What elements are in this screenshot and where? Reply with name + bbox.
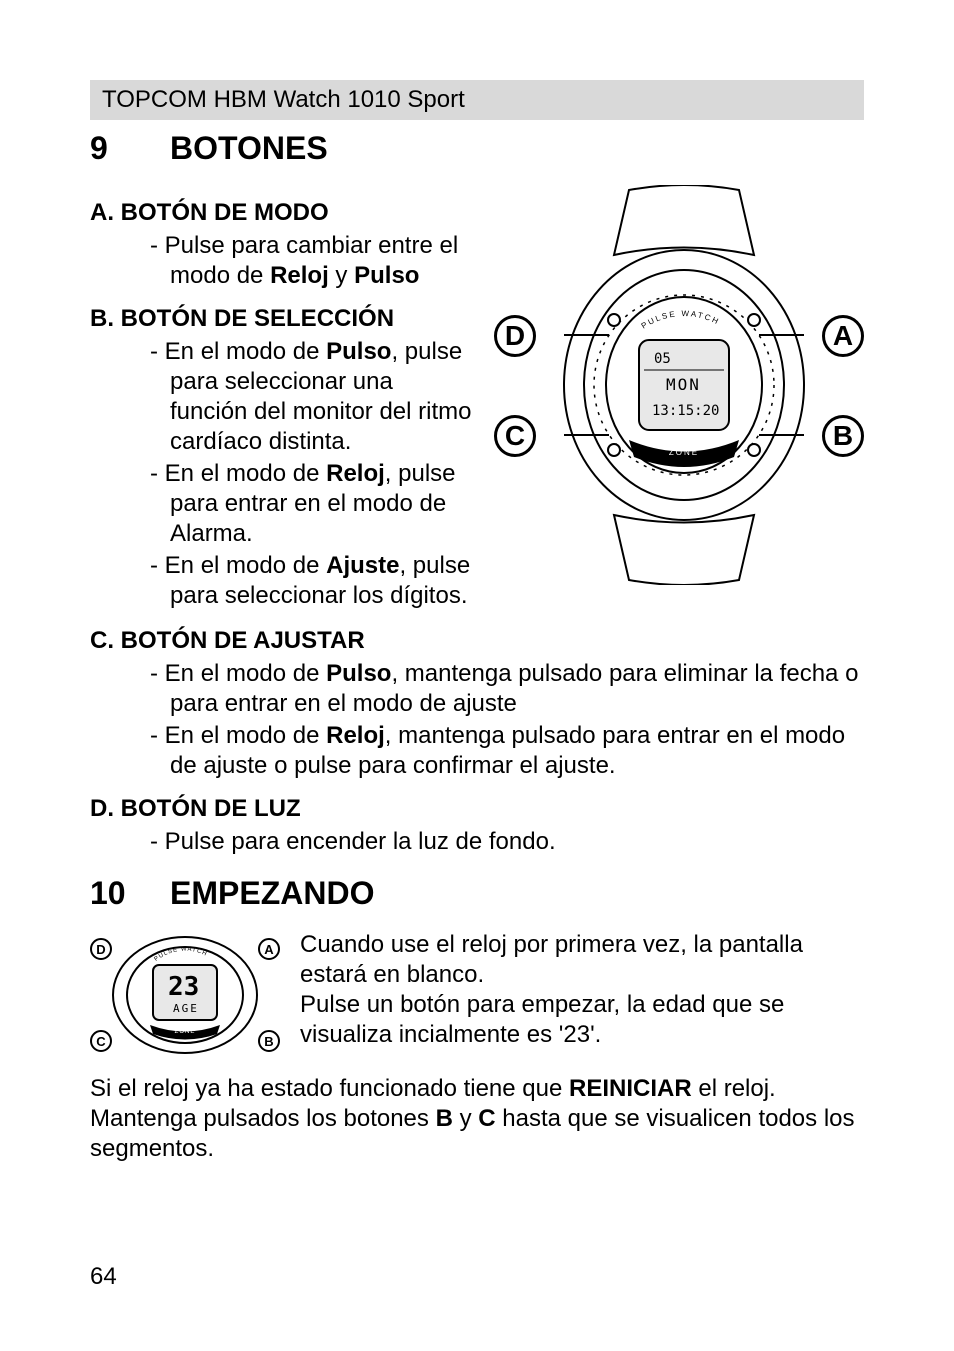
svg-text:23: 23 [168,972,199,1002]
page-number: 64 [90,1263,117,1291]
sub-b-bullet-2: En el modo de Reloj, pulse para entrar e… [90,459,474,549]
watch-diagram-large: PULSE WATCH 05 MON 13:15:20 ZONE [494,185,864,595]
section-10-p3: Si el reloj ya ha estado funcionado tien… [90,1074,864,1104]
s10-p3-pre: Si el reloj ya ha estado funcionado tien… [90,1075,569,1102]
watch-small-label-d: D [90,938,112,960]
header-bar: TOPCOM HBM Watch 1010 Sport [90,80,864,120]
header-title: TOPCOM HBM Watch 1010 Sport [102,86,465,113]
sub-b-heading: B. BOTÓN DE SELECCIÓN [90,305,474,333]
section-9-top: A. BOTÓN DE MODO Pulse para cambiar entr… [90,185,864,613]
section-10-title: EMPEZANDO [170,875,374,911]
svg-text:ZONE: ZONE [175,1029,196,1035]
sub-b-b1-bold: Pulso [326,338,391,365]
svg-text:ZONE: ZONE [669,448,699,457]
section-9-title: BOTONES [170,130,328,166]
sub-c-bullet-1: En el modo de Pulso, mantenga pulsado pa… [90,659,864,719]
watch-label-b: B [822,415,864,457]
watch-small-label-a: A [258,938,280,960]
sub-c-heading: C. BOTÓN DE AJUSTAR [90,627,864,655]
page: TOPCOM HBM Watch 1010 Sport 9BOTONES A. … [0,0,954,1351]
sub-c-b2-pre: En el modo de [165,722,326,749]
sub-c-b1-bold: Pulso [326,660,391,687]
svg-text:MON: MON [666,375,701,394]
watch-label-d: D [494,315,536,357]
section-10-heading: 10EMPEZANDO [90,875,864,912]
sub-d-bullet-1: Pulse para encender la luz de fondo. [90,827,864,857]
watch-diagram-small: PULSE WATCH 23 AGE ZONE D A C B [90,930,280,1070]
sub-d-heading: D. BOTÓN DE LUZ [90,795,864,823]
s10-p3-post: el reloj. [692,1075,776,1102]
s10-p4-b1: B [436,1105,453,1132]
sub-a-b1-mid: y [329,262,354,289]
section-10-p4: Mantenga pulsados los botones B y C hast… [90,1104,864,1164]
sub-c-b1-pre: En el modo de [165,660,326,687]
section-10-number: 10 [90,875,170,912]
sub-a-bullet-1: Pulse para cambiar entre el modo de Relo… [90,231,474,291]
watch-label-c: C [494,415,536,457]
s10-p3-bold: REINICIAR [569,1075,692,1102]
section-10-body: PULSE WATCH 23 AGE ZONE D A C B Cuando u… [90,930,864,1164]
sub-c-b2-bold: Reloj [326,722,385,749]
sub-b-b2-pre: En el modo de [165,460,326,487]
sub-b-b1-pre: En el modo de [165,338,326,365]
sub-a-heading: A. BOTÓN DE MODO [90,199,474,227]
s10-p4-pre: Mantenga pulsados los botones [90,1105,436,1132]
s10-p4-mid: y [453,1105,478,1132]
svg-text:13:15:20: 13:15:20 [652,403,719,419]
section-9-number: 9 [90,130,170,167]
watch-small-label-b: B [258,1030,280,1052]
sub-b-b3-pre: En el modo de [165,552,326,579]
sub-a-b1-bold1: Reloj [270,262,329,289]
watch-label-a: A [822,315,864,357]
watch-large-svg: PULSE WATCH 05 MON 13:15:20 ZONE [554,185,814,585]
section-9-textcol: A. BOTÓN DE MODO Pulse para cambiar entr… [90,185,474,613]
watch-small-svg: PULSE WATCH 23 AGE ZONE [105,930,265,1060]
sub-b-bullet-1: En el modo de Pulso, pulse para seleccio… [90,337,474,457]
s10-p4-b2: C [478,1105,495,1132]
watch-small-label-c: C [90,1030,112,1052]
sub-b-b3-bold: Ajuste [326,552,399,579]
sub-c-bullet-2: En el modo de Reloj, mantenga pulsado pa… [90,721,864,781]
svg-text:AGE: AGE [173,1002,199,1015]
sub-b-bullet-3: En el modo de Ajuste, pulse para selecci… [90,551,474,611]
section-9-heading: 9BOTONES [90,130,864,167]
sub-b-b2-bold: Reloj [326,460,385,487]
sub-a-b1-bold2: Pulso [354,262,419,289]
sub-d-b1: Pulse para encender la luz de fondo. [165,828,556,855]
svg-text:05: 05 [654,351,671,367]
